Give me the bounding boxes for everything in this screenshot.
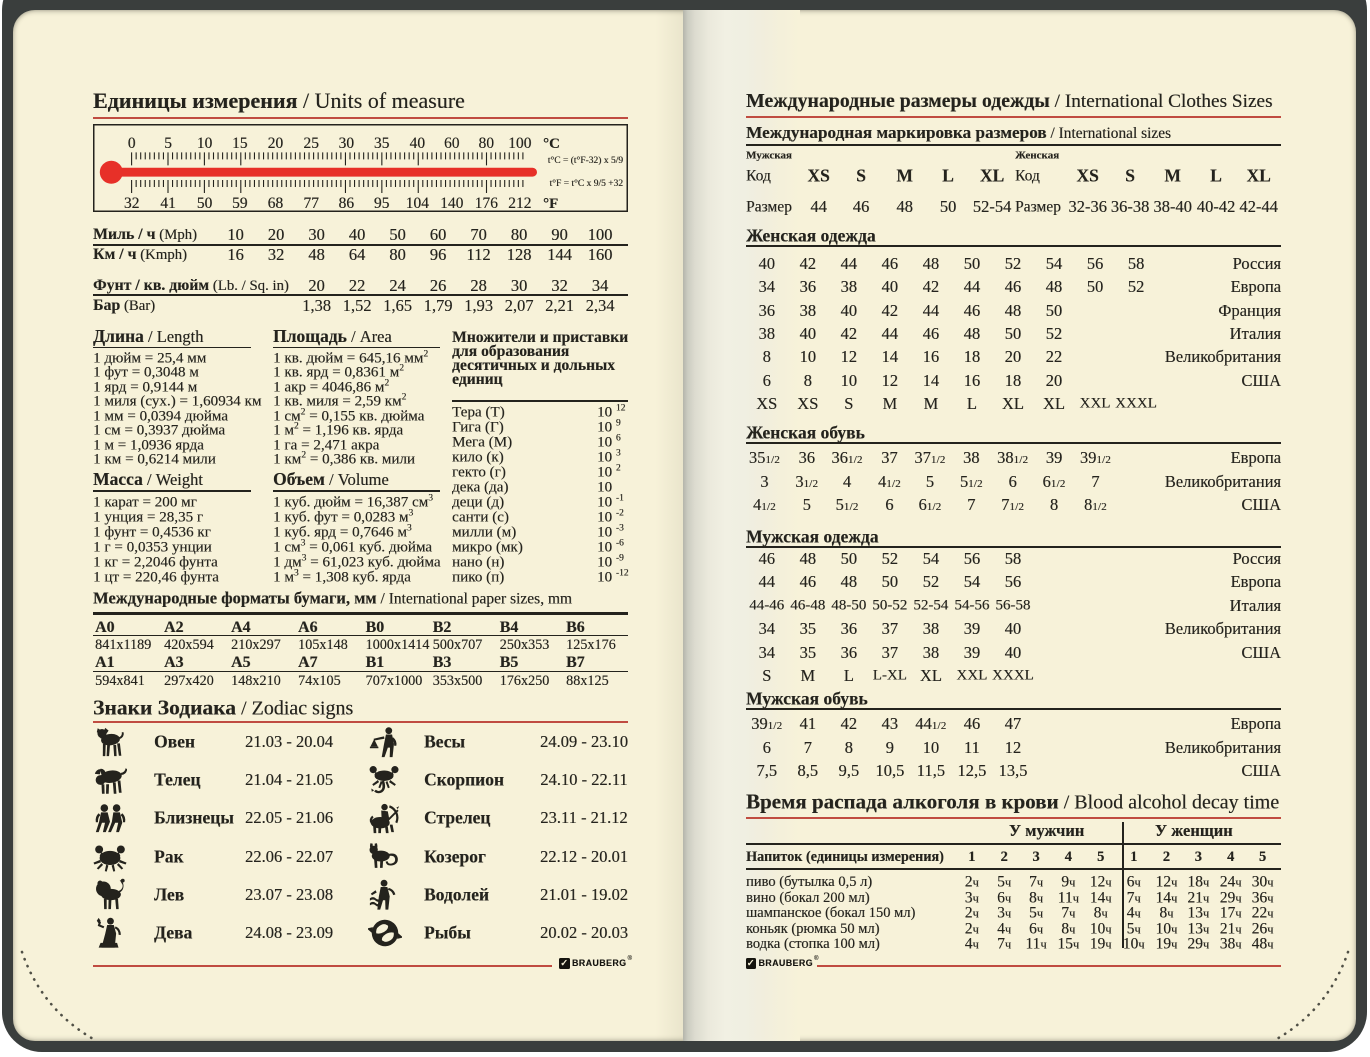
svg-text:°F: °F [543,196,558,212]
svg-text:t°F = t°C x 9/5 +32: t°F = t°C x 9/5 +32 [550,178,624,189]
svg-text:35: 35 [374,135,390,152]
svg-text:77: 77 [303,195,319,212]
svg-text:212: 212 [508,195,531,212]
svg-text:40: 40 [410,135,426,152]
svg-text:59: 59 [232,195,248,212]
svg-text:41: 41 [160,195,176,212]
svg-text:20: 20 [268,135,284,152]
svg-text:60: 60 [444,135,460,152]
svg-text:10: 10 [197,135,213,152]
svg-text:30: 30 [339,135,355,152]
svg-text:95: 95 [374,195,390,212]
svg-text:104: 104 [406,195,430,212]
svg-text:°C: °C [543,136,560,152]
svg-text:140: 140 [440,195,464,212]
svg-text:50: 50 [197,195,213,212]
svg-text:t°C = (t°F-32) x 5/9: t°C = (t°F-32) x 5/9 [548,155,623,166]
svg-text:176: 176 [475,195,499,212]
svg-text:100: 100 [508,135,532,152]
svg-text:68: 68 [268,195,284,212]
svg-text:15: 15 [232,135,248,152]
svg-text:86: 86 [339,195,355,212]
svg-text:32: 32 [124,195,140,212]
svg-text:0: 0 [128,135,136,152]
svg-text:80: 80 [478,135,494,152]
svg-text:25: 25 [303,135,319,152]
svg-text:5: 5 [164,135,172,152]
